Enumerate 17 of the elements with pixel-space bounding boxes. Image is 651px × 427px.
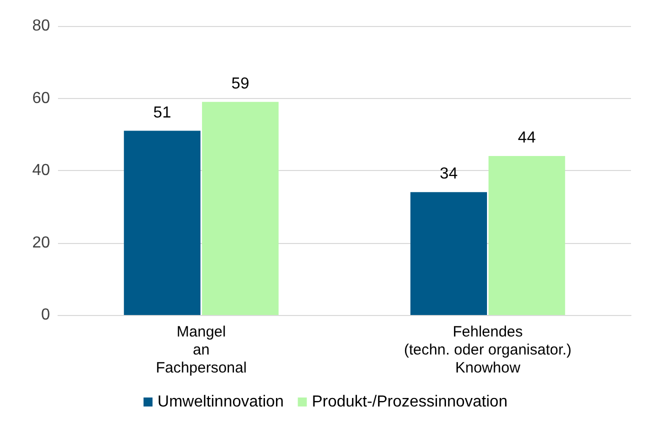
x-tick-label: Mangel an Fachpersonal bbox=[156, 324, 247, 376]
data-label: 51 bbox=[153, 104, 172, 122]
y-tick-label: 40 bbox=[32, 162, 50, 179]
y-tick-label: 60 bbox=[32, 90, 50, 107]
x-tick-label: Fehlendes (techn. oder organisator.) Knowhow bbox=[404, 324, 572, 376]
bar bbox=[410, 192, 487, 315]
bar bbox=[488, 156, 566, 315]
legend-label: Umweltinnovation bbox=[158, 394, 284, 410]
data-label: 59 bbox=[231, 75, 250, 92]
bar bbox=[202, 102, 279, 315]
bar bbox=[124, 130, 200, 315]
data-label: 44 bbox=[518, 130, 536, 147]
legend-label: Produkt-/Prozessinnovation bbox=[312, 394, 508, 410]
y-tick-label: 0 bbox=[41, 306, 50, 324]
y-tick-label: 20 bbox=[32, 234, 50, 252]
y-tick-label: 80 bbox=[32, 18, 50, 34]
data-label: 34 bbox=[440, 166, 458, 183]
